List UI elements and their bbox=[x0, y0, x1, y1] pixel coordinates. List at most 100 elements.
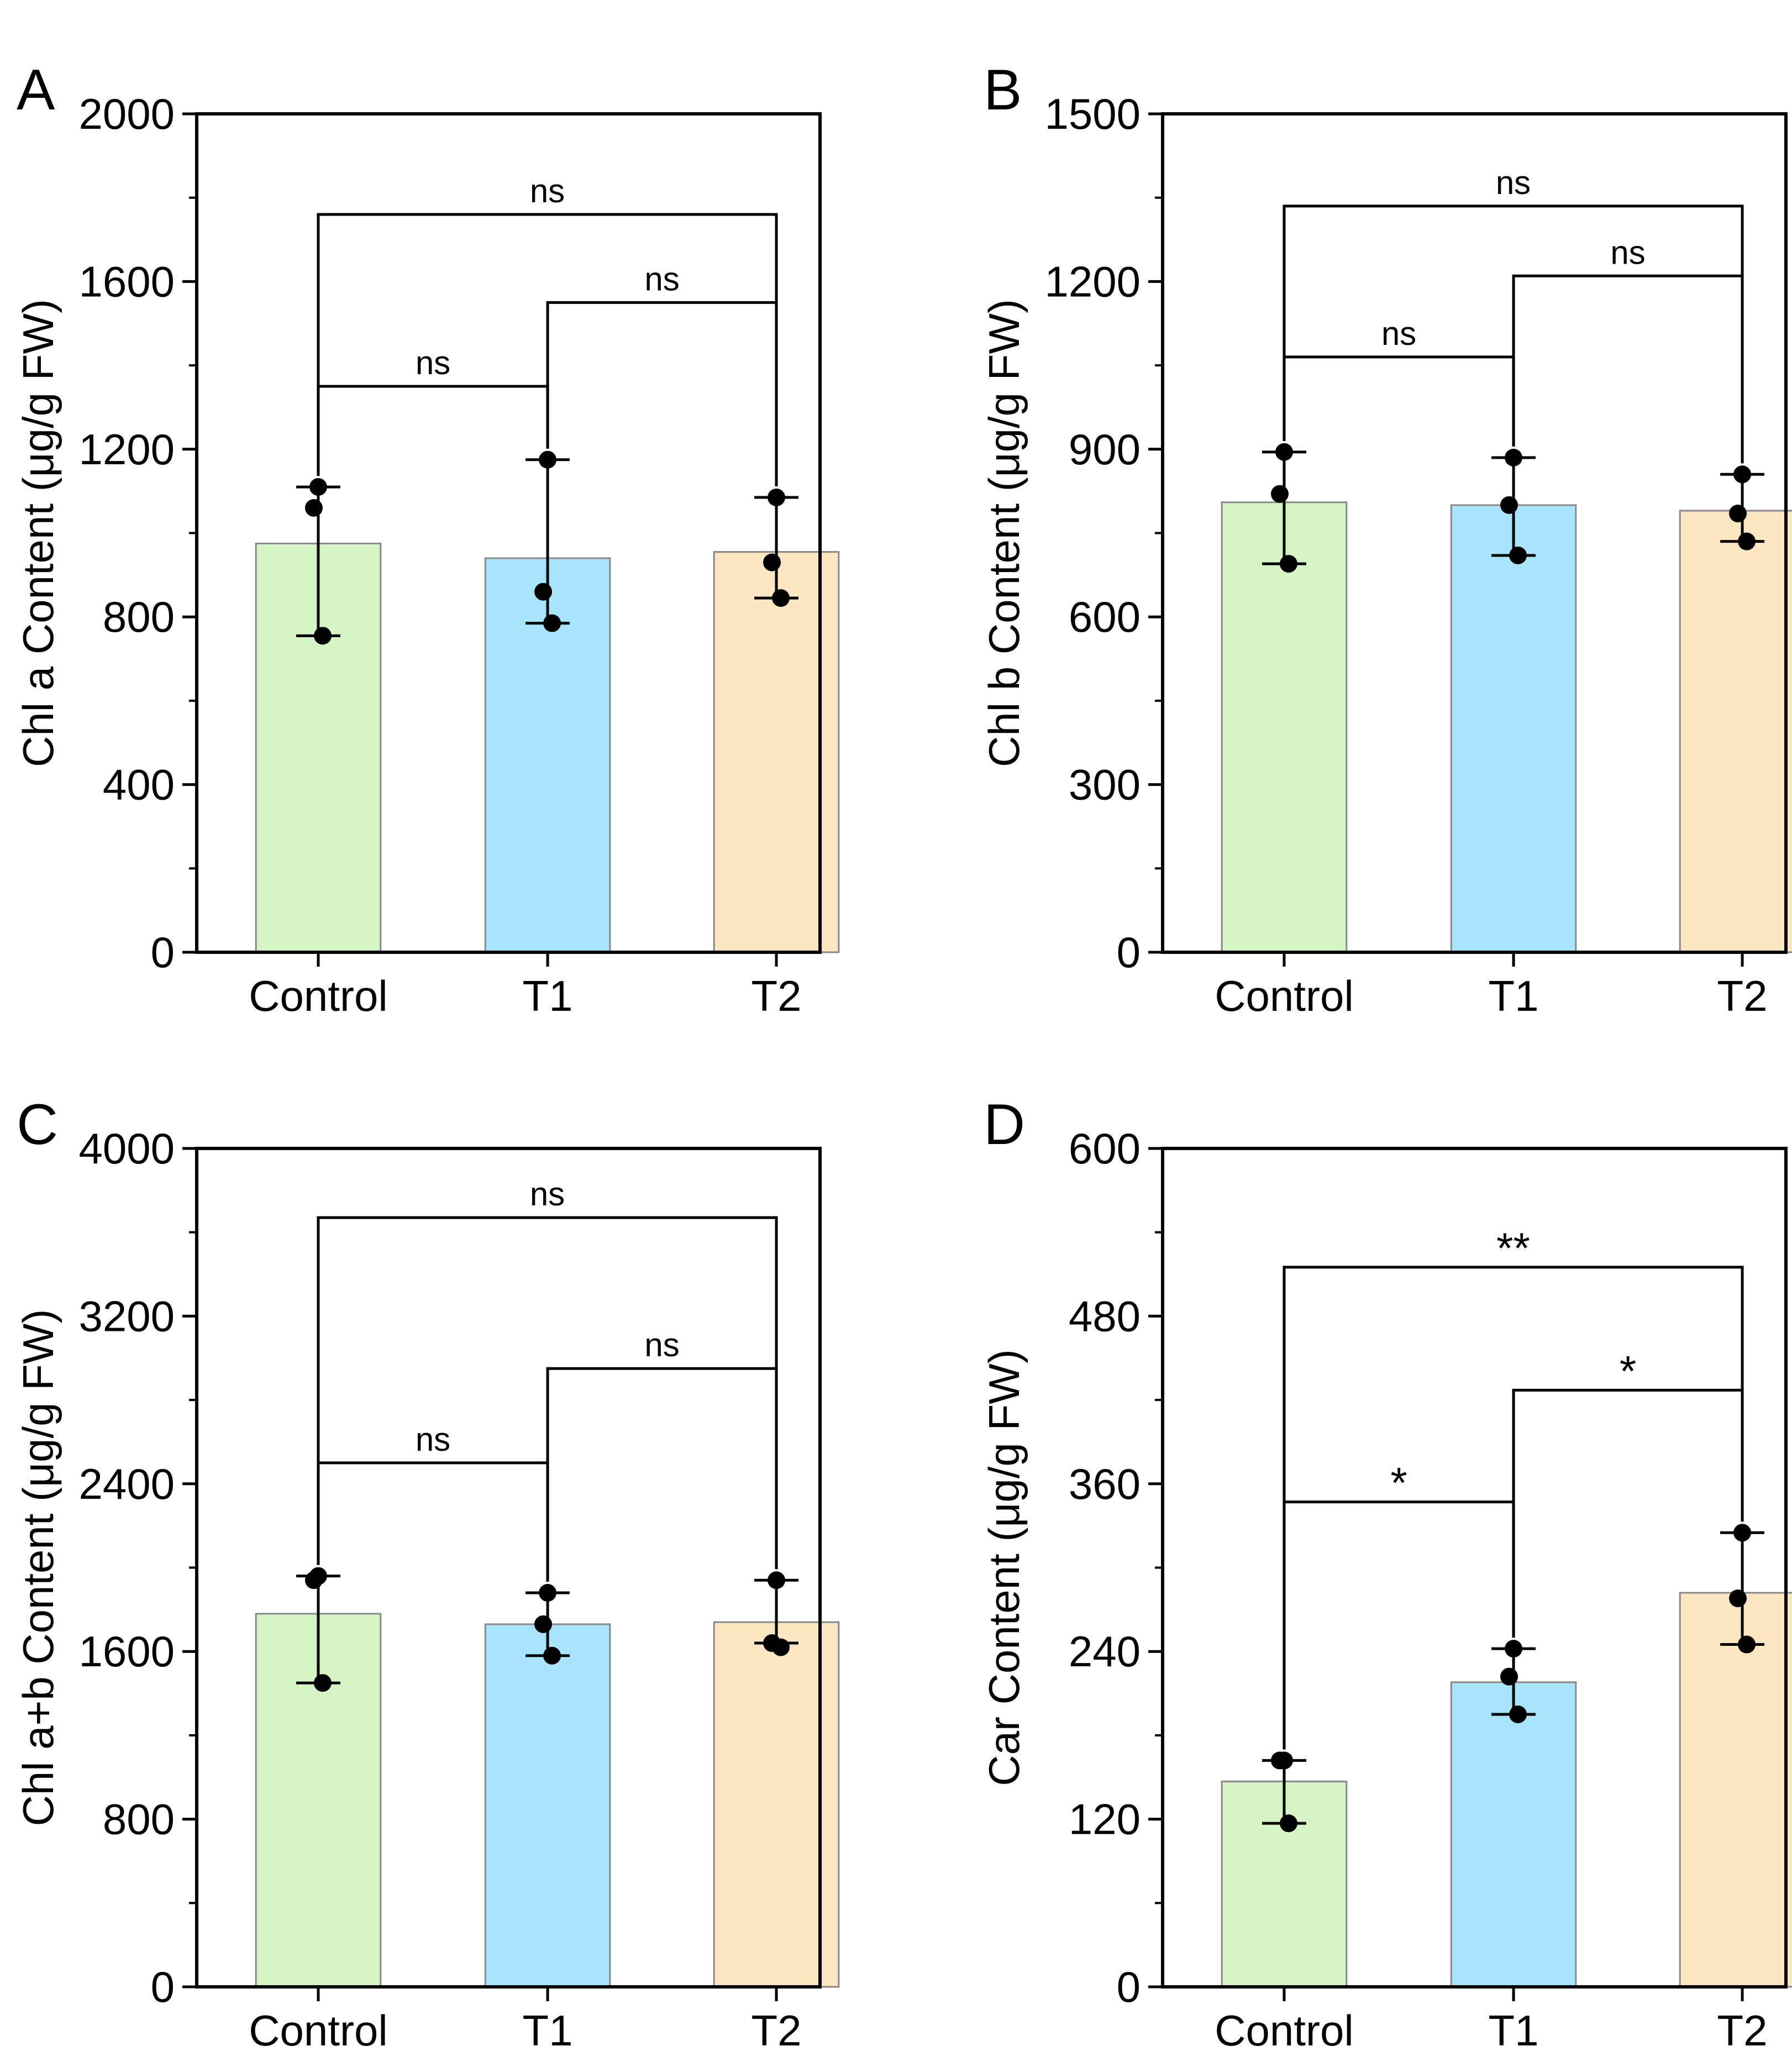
data-point bbox=[543, 1646, 561, 1665]
data-point bbox=[768, 1571, 786, 1589]
bar-control bbox=[1221, 501, 1348, 953]
significance-bracket bbox=[317, 1216, 778, 1570]
data-point bbox=[313, 627, 332, 645]
y-tick-label: 480 bbox=[1069, 1292, 1141, 1340]
data-point bbox=[1505, 1640, 1523, 1658]
y-tick-label: 2000 bbox=[78, 90, 175, 138]
data-point bbox=[1275, 443, 1293, 461]
significance-label: ns bbox=[416, 1421, 450, 1458]
y-axis-label: Car Content (μg/g FW) bbox=[980, 1349, 1028, 1786]
y-tick-label: 1500 bbox=[1044, 90, 1141, 138]
significance-bracket bbox=[1283, 1266, 1744, 1750]
y-tick-label: 0 bbox=[151, 928, 175, 977]
bar-t2 bbox=[1679, 510, 1792, 953]
data-point bbox=[1733, 465, 1752, 484]
data-point bbox=[1505, 448, 1523, 466]
data-point bbox=[763, 553, 781, 571]
significance-bracket bbox=[1283, 204, 1744, 464]
bar-t1 bbox=[484, 1623, 611, 1988]
y-axis-label: Chl b Content (μg/g FW) bbox=[980, 299, 1028, 767]
data-point bbox=[304, 499, 323, 517]
data-point bbox=[1270, 1751, 1289, 1770]
y-tick-label: 0 bbox=[1117, 1963, 1141, 2011]
data-point bbox=[772, 589, 790, 607]
y-tick-label: 240 bbox=[1069, 1627, 1141, 1676]
y-tick-label: 1200 bbox=[1044, 257, 1141, 306]
panel-c: Cns ns ns 0 800 1600 2400 3200 4000 Control T1 T2 Ch… bbox=[14, 1093, 840, 2055]
significance-bracket bbox=[317, 213, 778, 487]
significance-label: * bbox=[1390, 1458, 1407, 1507]
y-tick-label: 120 bbox=[1069, 1795, 1141, 1844]
y-tick-label: 3200 bbox=[78, 1292, 175, 1340]
x-tick-label: Control bbox=[1215, 2006, 1353, 2055]
y-tick-label: 800 bbox=[103, 1795, 175, 1844]
data-point bbox=[539, 450, 557, 469]
panel-letter: C bbox=[17, 1093, 58, 1157]
y-tick-label: 4000 bbox=[78, 1124, 175, 1173]
bar-t1 bbox=[1450, 1681, 1577, 1988]
bar-t2 bbox=[713, 1621, 840, 1988]
significance-bracket bbox=[1283, 355, 1515, 447]
y-tick-label: 300 bbox=[1069, 760, 1141, 809]
data-point bbox=[539, 1584, 557, 1602]
panel-letter: D bbox=[984, 1093, 1025, 1157]
significance-label: ns bbox=[1381, 315, 1416, 352]
significance-bracket bbox=[1512, 274, 1744, 464]
x-tick-label: Control bbox=[249, 2006, 387, 2055]
bar-t1 bbox=[1450, 504, 1577, 953]
significance-label: ns bbox=[530, 1176, 565, 1213]
significance-label: ns bbox=[644, 260, 679, 297]
significance-label: * bbox=[1620, 1346, 1636, 1395]
y-tick-label: 600 bbox=[1069, 592, 1141, 641]
panel-a: Ans ns ns 0 400 800 1200 1600 2000 Control T1 T2 Chl… bbox=[14, 58, 840, 1020]
significance-bracket bbox=[317, 385, 549, 476]
y-tick-label: 900 bbox=[1069, 425, 1141, 474]
y-axis-label: Chl a Content (μg/g FW) bbox=[14, 299, 62, 767]
data-point bbox=[772, 1638, 790, 1656]
x-tick-label: T2 bbox=[752, 972, 802, 1020]
data-point bbox=[768, 489, 786, 507]
panel-b: Bns ns ns 0 300 600 900 1200 1500 Control T1 T2 Chl … bbox=[980, 58, 1792, 1020]
y-tick-label: 400 bbox=[103, 760, 175, 809]
x-tick-label: T2 bbox=[752, 2006, 802, 2055]
data-point bbox=[1270, 485, 1289, 503]
data-point bbox=[1729, 505, 1747, 523]
x-tick-label: T2 bbox=[1717, 2006, 1768, 2055]
data-point bbox=[304, 1571, 323, 1589]
panel-letter: B bbox=[984, 58, 1022, 122]
x-tick-label: T1 bbox=[1489, 972, 1539, 1020]
x-tick-label: T1 bbox=[523, 972, 573, 1020]
data-point bbox=[534, 1615, 553, 1633]
y-tick-label: 600 bbox=[1069, 1124, 1141, 1173]
y-axis-label: Chl a+b Content (μg/g FW) bbox=[14, 1309, 62, 1827]
x-tick-label: Control bbox=[1215, 972, 1353, 1020]
data-point bbox=[1738, 1635, 1756, 1654]
y-tick-label: 800 bbox=[103, 592, 175, 641]
significance-label: ns bbox=[1610, 234, 1645, 271]
data-point bbox=[1738, 532, 1756, 550]
x-tick-label: T1 bbox=[1489, 2006, 1539, 2055]
data-point bbox=[1500, 496, 1518, 514]
data-point bbox=[1733, 1524, 1752, 1542]
x-tick-label: Control bbox=[249, 972, 387, 1020]
data-point bbox=[313, 1674, 332, 1692]
data-point bbox=[1279, 555, 1297, 573]
y-tick-label: 1200 bbox=[78, 425, 175, 474]
significance-bracket bbox=[546, 301, 778, 487]
significance-label: ns bbox=[416, 344, 450, 381]
x-tick-label: T1 bbox=[523, 2006, 573, 2055]
data-point bbox=[1500, 1667, 1518, 1686]
y-tick-label: 1600 bbox=[78, 1627, 175, 1676]
significance-label: ns bbox=[530, 172, 565, 209]
data-point bbox=[309, 478, 327, 496]
significance-bracket bbox=[317, 1461, 549, 1582]
x-tick-label: T2 bbox=[1717, 972, 1768, 1020]
bar-t2 bbox=[1679, 1592, 1792, 1988]
y-tick-label: 1600 bbox=[78, 257, 175, 306]
y-tick-label: 360 bbox=[1069, 1460, 1141, 1508]
data-point bbox=[1279, 1814, 1297, 1833]
significance-label: ns bbox=[1496, 164, 1531, 201]
significance-label: ns bbox=[644, 1326, 679, 1363]
